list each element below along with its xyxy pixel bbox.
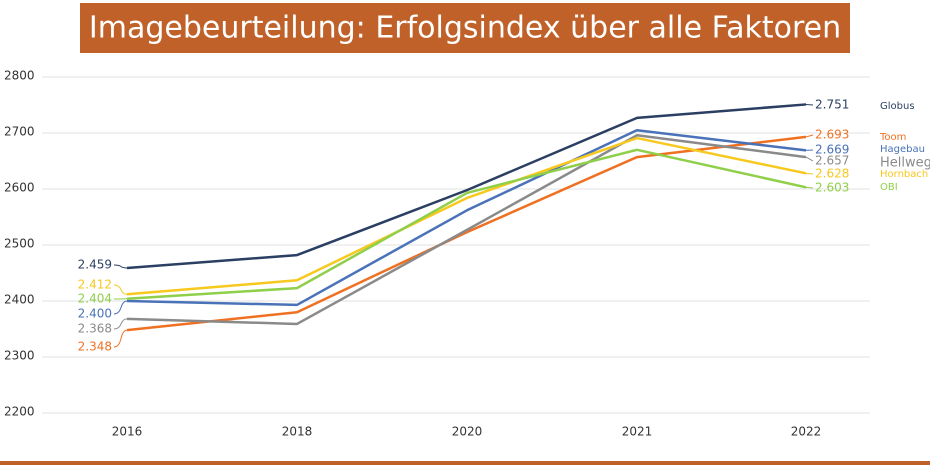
x-tick-label: 2020 bbox=[452, 425, 483, 439]
series-line bbox=[126, 148, 807, 301]
data-label: 2.693 bbox=[815, 128, 849, 142]
y-tick-label: 2600 bbox=[4, 181, 35, 195]
label-connector bbox=[805, 156, 814, 162]
series-line bbox=[126, 103, 807, 270]
y-tick-label: 2300 bbox=[4, 349, 35, 363]
chart-title: Imagebeurteilung: Erfolgsindex über alle… bbox=[89, 11, 841, 46]
y-tick-label: 2700 bbox=[4, 125, 35, 139]
data-label: 2.669 bbox=[815, 143, 849, 157]
legend-label: Hagebau bbox=[880, 144, 925, 155]
label-connector bbox=[113, 284, 128, 295]
label-connector bbox=[805, 103, 814, 106]
label-connector bbox=[805, 186, 814, 189]
legend-label: Globus bbox=[880, 101, 915, 112]
y-tick-label: 2800 bbox=[4, 69, 35, 83]
data-label: 2.368 bbox=[78, 322, 112, 336]
x-tick-label: 2021 bbox=[622, 425, 653, 439]
y-tick-label: 2500 bbox=[4, 237, 35, 251]
x-tick-label: 2022 bbox=[791, 425, 822, 439]
y-tick-label: 2200 bbox=[4, 405, 35, 419]
data-label: 2.348 bbox=[78, 340, 112, 354]
data-label: 2.412 bbox=[78, 278, 112, 292]
x-tick-label: 2018 bbox=[282, 425, 313, 439]
series-line bbox=[126, 136, 807, 296]
label-connector bbox=[113, 318, 128, 330]
x-tick-label: 2016 bbox=[112, 425, 143, 439]
data-label: 2.657 bbox=[815, 154, 849, 168]
y-tick-label: 2400 bbox=[4, 293, 35, 307]
series-line bbox=[126, 133, 807, 326]
series-line bbox=[126, 128, 807, 307]
data-label: 2.751 bbox=[815, 98, 849, 112]
data-label: 2.628 bbox=[815, 167, 849, 181]
label-connector bbox=[113, 300, 128, 315]
bottom-rule bbox=[0, 461, 930, 465]
label-connector bbox=[113, 264, 128, 269]
label-connector bbox=[805, 172, 814, 175]
data-label: 2.400 bbox=[78, 307, 112, 321]
data-label: 2.459 bbox=[78, 258, 112, 272]
legend-label: Hornbach bbox=[880, 169, 928, 180]
title-banner bbox=[80, 3, 850, 53]
label-connector bbox=[805, 134, 814, 138]
data-label: 2.603 bbox=[815, 181, 849, 195]
legend-label: Hellweg bbox=[880, 156, 930, 171]
legend-label: OBI bbox=[880, 182, 898, 193]
label-connector bbox=[113, 329, 128, 348]
data-label: 2.404 bbox=[78, 292, 112, 306]
legend-label: Toom bbox=[879, 132, 906, 143]
